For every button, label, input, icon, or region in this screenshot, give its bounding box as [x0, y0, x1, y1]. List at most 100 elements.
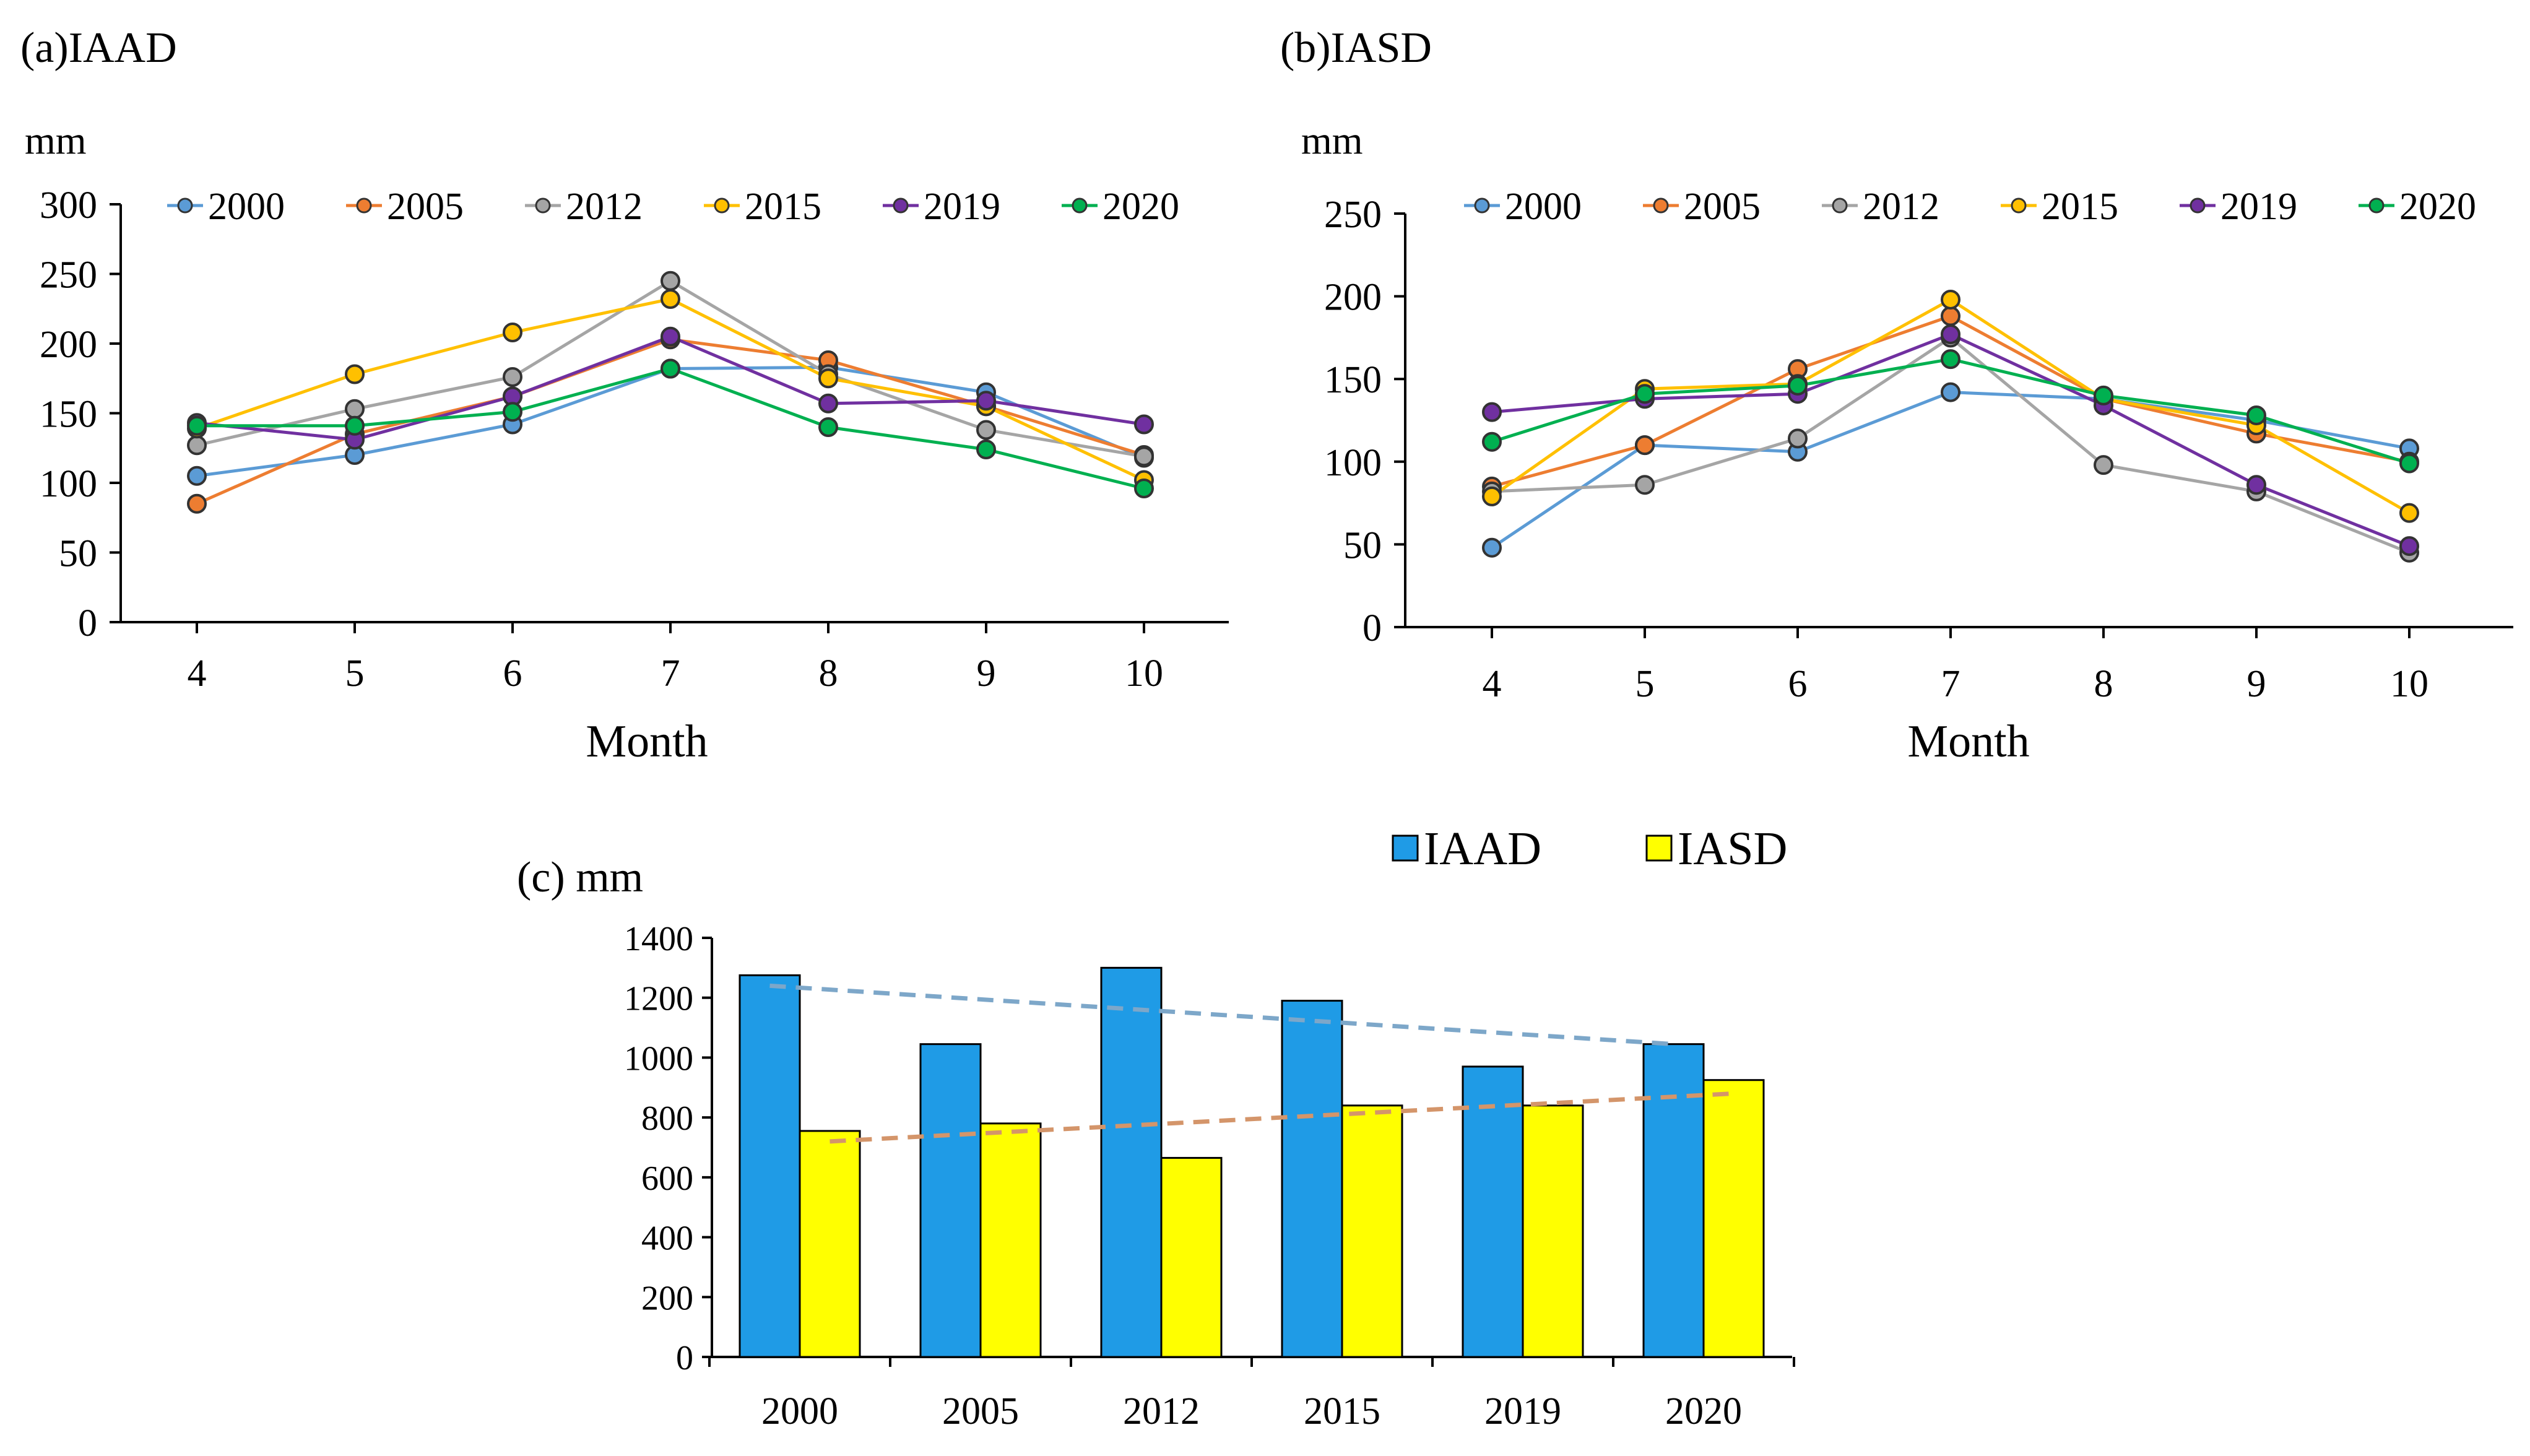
data-point-2015	[1482, 486, 1502, 506]
legend-label-2012: 2012	[1863, 186, 1939, 228]
x-tick-label: 9	[977, 652, 996, 695]
y-tick-label: 1000	[624, 1039, 693, 1078]
data-point-2020	[1134, 479, 1154, 498]
legend-label-2020: 2020	[1103, 186, 1179, 228]
bar-IAAD-2005	[919, 1043, 982, 1358]
data-point-2019	[1482, 402, 1502, 422]
y-tick-label: 50	[1343, 524, 1382, 566]
bar-IASD-2015	[1341, 1104, 1403, 1358]
y-tick-label: 100	[40, 463, 97, 505]
legend-marker-2000	[177, 197, 193, 214]
data-point-2012	[1635, 475, 1655, 495]
x-axis-label: Month	[586, 716, 708, 767]
legend-label-2019: 2019	[924, 186, 1000, 228]
data-point-2020	[1482, 431, 1502, 452]
data-point-2015	[503, 323, 522, 342]
data-point-2015	[2399, 503, 2419, 523]
legend-marker-2019	[893, 197, 909, 214]
legend-swatch-IAAD	[1392, 834, 1419, 862]
data-point-2012	[976, 420, 996, 440]
series-line-2000	[196, 365, 1145, 478]
data-point-2019	[1134, 414, 1154, 435]
y-axis-unit: mm	[25, 118, 87, 162]
data-point-2020	[2246, 405, 2266, 425]
chart-c: (c) mm 0 200 400 600 800 1000 1200 1400 2000 2005 2…	[517, 823, 1795, 1432]
legend-marker-2015	[714, 197, 730, 214]
legend-label-2000: 2000	[208, 186, 285, 228]
series-line-2000	[1491, 391, 2410, 549]
y-tick-label: 200	[1324, 277, 1382, 319]
data-point-2005	[187, 493, 207, 514]
x-tick-label: 4	[188, 652, 207, 695]
data-point-2005	[1635, 435, 1655, 456]
legend-marker-2020	[2368, 197, 2385, 214]
y-tick-label: 300	[40, 184, 97, 227]
legend-label-2012: 2012	[566, 186, 643, 228]
y-tick-label: 400	[641, 1220, 693, 1258]
x-tick-label: 8	[819, 652, 838, 695]
y-tick-label: 250	[1324, 194, 1382, 236]
bar-IASD-2020	[1702, 1079, 1765, 1358]
x-tick-label: 2019	[1484, 1390, 1561, 1432]
legend-label-2000: 2000	[1505, 186, 1582, 228]
chart-b: (b)IASD mm 0 50 100 150 200 250 4 5 6 7 8 9 10 Month 200…	[1280, 24, 2513, 767]
y-axis-unit: mm	[1301, 118, 1363, 162]
legend-swatch-IASD	[1645, 834, 1673, 862]
x-tick-label: 2012	[1123, 1390, 1200, 1432]
data-point-2012	[345, 399, 365, 419]
data-point-2019	[818, 393, 838, 414]
y-tick-label: 200	[40, 324, 97, 366]
x-tick-label: 2000	[761, 1390, 838, 1432]
data-point-2012	[1134, 446, 1154, 467]
x-tick-label: 6	[1788, 663, 1808, 705]
data-point-2020	[503, 402, 522, 422]
chart-title: (b)IASD	[1280, 24, 1432, 72]
data-point-2000	[1941, 382, 1960, 402]
y-tick-label: 600	[641, 1159, 693, 1198]
x-tick-label: 10	[2390, 663, 2428, 705]
y-tick-label: 250	[40, 254, 97, 297]
y-tick-label: 0	[676, 1339, 693, 1377]
x-tick-label: 6	[503, 652, 522, 695]
data-point-2020	[1941, 349, 1960, 370]
bar-IASD-2012	[1160, 1156, 1223, 1358]
legend-marker-2012	[535, 197, 551, 214]
legend-label-2015: 2015	[745, 186, 821, 228]
legend-label-2005: 2005	[1684, 186, 1761, 228]
x-tick-label: 4	[1483, 663, 1502, 705]
y-tick-label: 100	[1324, 442, 1382, 484]
x-tick-label: 2005	[942, 1390, 1019, 1432]
data-point-2019	[1941, 324, 1960, 345]
legend-label-2015: 2015	[2042, 186, 2118, 228]
data-point-2020	[345, 415, 365, 436]
data-point-2020	[661, 358, 680, 379]
x-tick-label: 7	[1941, 663, 1960, 705]
data-point-2015	[818, 368, 838, 389]
data-point-2020	[2399, 453, 2419, 474]
x-tick-label: 5	[1635, 663, 1655, 705]
data-point-2012	[1788, 428, 1808, 449]
data-point-2012	[503, 367, 522, 387]
data-point-2015	[345, 364, 365, 384]
data-point-2012	[661, 271, 680, 291]
legend-marker-2000	[1474, 197, 1490, 214]
chart-title: (a)IAAD	[20, 24, 177, 72]
bar-IASD-2019	[1522, 1104, 1584, 1358]
x-axis-label: Month	[1907, 716, 2029, 767]
legend-marker-2005	[356, 197, 372, 214]
x-tick-label: 7	[661, 652, 680, 695]
legend-label-IAAD: IAAD	[1424, 823, 1541, 875]
legend-label-2020: 2020	[2399, 186, 2476, 228]
legend-marker-2015	[2011, 197, 2027, 214]
y-tick-label: 0	[78, 602, 97, 644]
x-tick-label: 2020	[1665, 1390, 1742, 1432]
data-point-2012	[2094, 455, 2113, 475]
chart-title: (c) mm	[517, 854, 643, 901]
y-tick-label: 0	[1362, 607, 1382, 649]
x-tick-label: 9	[2247, 663, 2266, 705]
trendline-IASD	[830, 1091, 1734, 1144]
y-tick-label: 200	[641, 1279, 693, 1317]
data-point-2020	[818, 417, 838, 437]
data-point-2005	[1941, 306, 1960, 326]
legend-label-IASD: IASD	[1678, 823, 1787, 875]
